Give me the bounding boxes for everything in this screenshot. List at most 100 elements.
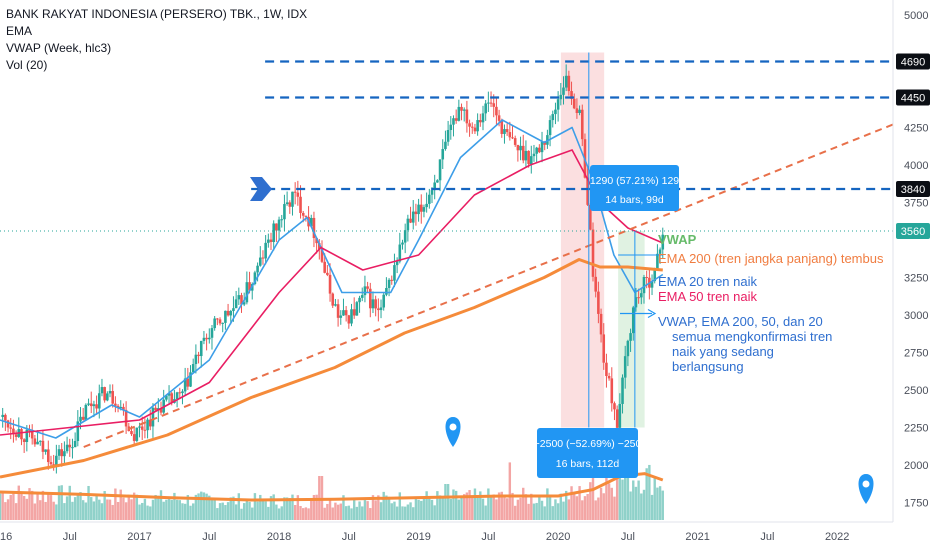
candle-body: [36, 441, 39, 445]
volume-bar: [492, 494, 495, 520]
candle-body: [315, 238, 318, 244]
candle-body: [44, 449, 47, 452]
volume-bar: [334, 502, 337, 520]
volume-bar: [310, 499, 313, 520]
volume-bar: [331, 507, 334, 520]
volume-bar: [302, 508, 305, 520]
volume-bar: [237, 493, 241, 520]
volume-bar: [256, 501, 259, 520]
annotation-pointer-arrowhead: [647, 308, 657, 319]
volume-bar: [149, 506, 152, 520]
volume-bar: [637, 480, 640, 520]
candle-body: [634, 297, 638, 308]
annotation-text: naik yang sedang: [672, 344, 774, 359]
volume-bar: [524, 494, 528, 520]
candle-body: [607, 375, 611, 379]
volume-bar: [122, 497, 125, 520]
volume-bar: [200, 491, 203, 520]
candle-body: [395, 261, 399, 266]
candle-body: [430, 190, 434, 195]
volume-bar: [68, 485, 71, 520]
candle-body: [253, 272, 257, 285]
volume-bar: [20, 492, 23, 520]
volume-bar: [232, 496, 235, 520]
location-pin-icon: [445, 417, 461, 447]
annotation-text: berlangsung: [672, 359, 744, 374]
candle-body: [103, 387, 106, 401]
candle-body: [623, 356, 627, 378]
volume-bar: [395, 506, 399, 520]
candle-body: [476, 120, 479, 132]
candle-body: [224, 310, 227, 323]
candle-body: [589, 204, 592, 230]
candle-body: [658, 249, 662, 254]
candle-body: [199, 340, 203, 357]
volume-bar: [489, 496, 493, 520]
volume-bar: [22, 496, 26, 520]
x-tick-label: 2017: [127, 531, 151, 543]
volume-bar: [4, 502, 7, 520]
volume-bar: [350, 508, 353, 520]
volume-bar: [361, 506, 364, 520]
candle-body: [167, 393, 171, 396]
volume-bar: [465, 492, 469, 520]
volume-bar: [385, 495, 388, 520]
candle-body: [245, 282, 249, 303]
candle-body: [191, 364, 195, 373]
volume-bar: [422, 497, 426, 520]
volume-bar: [503, 497, 506, 520]
candle-body: [328, 274, 332, 294]
volume-bar: [0, 493, 2, 520]
candle-body: [197, 354, 200, 357]
volume-bar: [387, 496, 391, 520]
candle-body: [283, 204, 286, 220]
legend-title: BANK RAKYAT INDONESIA (PERSERO) TBK., 1W…: [6, 7, 308, 21]
annotation-text: EMA 20 tren naik: [658, 274, 757, 289]
candle-body: [529, 156, 533, 165]
candle-body: [441, 149, 445, 160]
volume-bar: [615, 448, 619, 520]
volume-bar: [369, 508, 372, 520]
volume-bar: [414, 496, 418, 520]
volume-bar: [234, 504, 238, 520]
candle-body: [304, 215, 308, 217]
candle-body: [631, 307, 635, 334]
annotation-text: semua mengkonfirmasi tren: [672, 329, 832, 344]
candle-body: [275, 223, 278, 231]
candle-body: [481, 113, 485, 123]
volume-bar: [124, 502, 128, 520]
volume-bar: [562, 501, 565, 520]
candle-body: [505, 129, 509, 133]
candle-body: [645, 276, 648, 278]
candle-body: [473, 127, 477, 132]
candle-body: [240, 295, 243, 305]
volume-bar: [352, 497, 356, 520]
candle-body: [334, 304, 337, 306]
candle-body: [484, 103, 487, 114]
candle-body: [417, 204, 420, 215]
volume-bar: [218, 503, 222, 520]
candle-body: [532, 153, 536, 157]
candle-body: [301, 212, 305, 216]
volume-bar: [540, 500, 544, 520]
candle-body: [591, 229, 595, 277]
location-pin-icon-dot: [862, 480, 870, 488]
candle-body: [97, 393, 101, 409]
candle-body: [46, 449, 50, 463]
x-tick-label: Jul: [202, 531, 216, 543]
volume-bar: [186, 495, 190, 520]
volume-bar: [495, 499, 498, 520]
volume-bar: [272, 494, 275, 520]
candle-body: [140, 426, 144, 430]
volume-bar: [650, 494, 654, 520]
volume-bar: [191, 503, 195, 520]
candle-body: [457, 106, 461, 121]
candle-body: [409, 218, 412, 223]
candle-body: [170, 393, 174, 403]
candle-body: [344, 310, 348, 316]
candle-body: [130, 431, 133, 435]
last-price-label: 3560: [901, 226, 925, 238]
x-tick-label: 2020: [546, 531, 570, 543]
